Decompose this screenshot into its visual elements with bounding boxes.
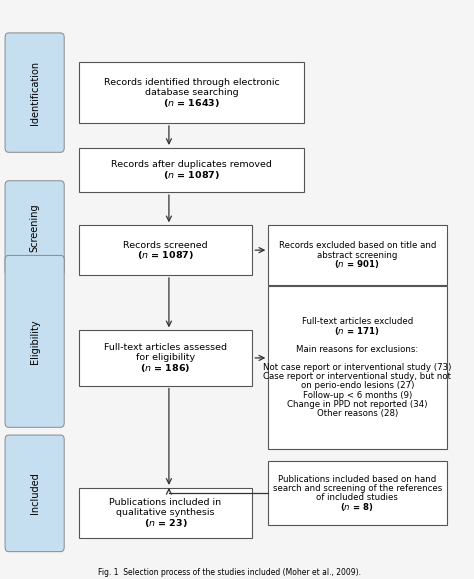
FancyBboxPatch shape	[79, 148, 304, 192]
Text: on perio-endo lesions (27): on perio-endo lesions (27)	[301, 382, 414, 390]
Text: Main reasons for exclusions:: Main reasons for exclusions:	[296, 345, 419, 354]
Text: Fig. 1  Selection process of the studies included (Moher et al., 2009).: Fig. 1 Selection process of the studies …	[99, 568, 361, 577]
Text: ($\mathit{n}$ = 1087): ($\mathit{n}$ = 1087)	[137, 249, 194, 261]
Text: Records excluded based on title and: Records excluded based on title and	[279, 241, 436, 251]
Text: ($\mathit{n}$ = 901): ($\mathit{n}$ = 901)	[335, 258, 380, 270]
Text: Change in PPD not reported (34): Change in PPD not reported (34)	[287, 400, 428, 409]
FancyBboxPatch shape	[5, 255, 64, 427]
FancyBboxPatch shape	[79, 225, 253, 275]
Text: Included: Included	[30, 472, 40, 514]
FancyBboxPatch shape	[268, 286, 447, 449]
Text: Not case report or interventional study (73): Not case report or interventional study …	[263, 363, 452, 372]
Text: search and screening of the references: search and screening of the references	[273, 484, 442, 493]
Text: Records after duplicates removed: Records after duplicates removed	[111, 160, 272, 170]
Text: database searching: database searching	[145, 88, 238, 97]
FancyBboxPatch shape	[79, 330, 253, 386]
Text: Publications included based on hand: Publications included based on hand	[278, 475, 437, 484]
Text: ($\mathit{n}$ = 23): ($\mathit{n}$ = 23)	[144, 517, 187, 529]
Text: ($\mathit{n}$ = 186): ($\mathit{n}$ = 186)	[140, 362, 191, 374]
Text: Screening: Screening	[30, 204, 40, 252]
Text: abstract screening: abstract screening	[317, 251, 398, 259]
Text: Records identified through electronic: Records identified through electronic	[104, 78, 279, 87]
Text: ($\mathit{n}$ = 1643): ($\mathit{n}$ = 1643)	[163, 97, 220, 109]
FancyBboxPatch shape	[268, 225, 447, 285]
Text: of included studies: of included studies	[317, 493, 398, 502]
FancyBboxPatch shape	[79, 488, 253, 537]
Text: ($\mathit{n}$ = 1087): ($\mathit{n}$ = 1087)	[163, 169, 220, 181]
FancyBboxPatch shape	[268, 461, 447, 525]
Text: qualitative synthesis: qualitative synthesis	[116, 508, 215, 517]
FancyBboxPatch shape	[5, 181, 64, 275]
Text: Records screened: Records screened	[123, 241, 208, 250]
Text: Full-text articles assessed: Full-text articles assessed	[104, 343, 227, 353]
Text: ($\mathit{n}$ = 8): ($\mathit{n}$ = 8)	[340, 501, 374, 513]
Text: Case report or interventional study, but not: Case report or interventional study, but…	[264, 372, 451, 382]
FancyBboxPatch shape	[5, 435, 64, 552]
Text: Other reasons (28): Other reasons (28)	[317, 409, 398, 418]
Text: for eligibility: for eligibility	[136, 353, 195, 362]
Text: Publications included in: Publications included in	[109, 498, 222, 507]
Text: Identification: Identification	[30, 61, 40, 124]
Text: Eligibility: Eligibility	[30, 319, 40, 364]
Text: Full-text articles excluded: Full-text articles excluded	[302, 317, 413, 326]
Text: ($\mathit{n}$ = 171): ($\mathit{n}$ = 171)	[335, 325, 380, 337]
Text: Follow-up < 6 months (9): Follow-up < 6 months (9)	[303, 391, 412, 400]
FancyBboxPatch shape	[5, 33, 64, 152]
FancyBboxPatch shape	[79, 62, 304, 123]
